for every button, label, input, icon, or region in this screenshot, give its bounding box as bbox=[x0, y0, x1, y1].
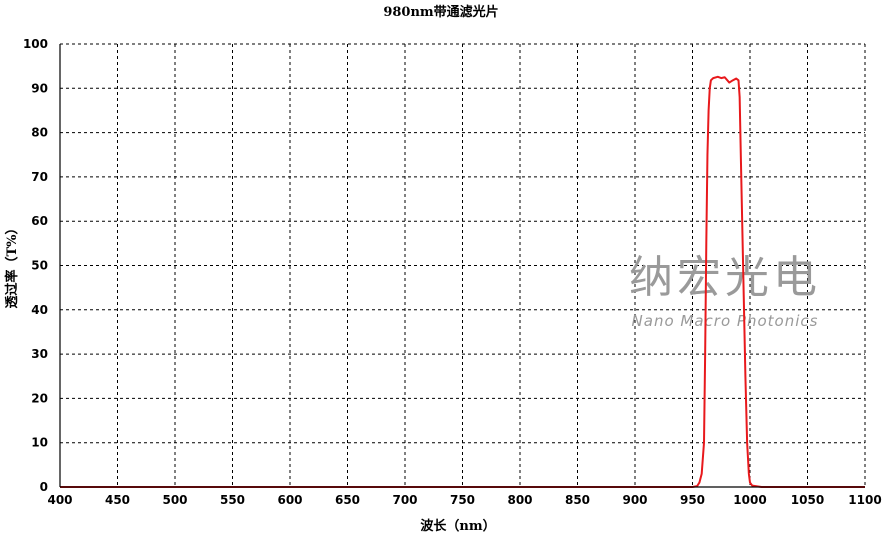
x-tick-label: 900 bbox=[622, 493, 647, 507]
y-tick-label: 70 bbox=[31, 170, 48, 184]
x-tick-label: 650 bbox=[335, 493, 360, 507]
series-line bbox=[60, 75, 865, 488]
x-tick-label: 850 bbox=[565, 493, 590, 507]
y-tick-label: 40 bbox=[31, 303, 48, 317]
x-tick-label: 600 bbox=[277, 493, 302, 507]
x-tick-label: 1000 bbox=[733, 493, 766, 507]
tick-labels: 400 450 500 550 600 650 700 750 800 850 900 950 1000… bbox=[23, 37, 882, 507]
x-tick-label: 800 bbox=[507, 493, 532, 507]
y-tick-label: 0 bbox=[40, 480, 48, 494]
x-tick-label: 950 bbox=[680, 493, 705, 507]
y-tick-label: 10 bbox=[31, 436, 48, 450]
x-axis-label: 波长（nm） bbox=[420, 518, 495, 534]
y-tick-label: 90 bbox=[31, 81, 48, 95]
chart-title: 980nm带通滤光片 bbox=[383, 4, 498, 20]
x-tick-label: 550 bbox=[220, 493, 245, 507]
x-tick-label: 1050 bbox=[791, 493, 824, 507]
x-tick-label: 1100 bbox=[848, 493, 881, 507]
grid bbox=[60, 43, 866, 487]
watermark-cn: 纳宏光电 bbox=[629, 252, 821, 303]
y-axis-label: 透过率（T%） bbox=[4, 221, 20, 308]
y-tick-label: 20 bbox=[31, 391, 48, 405]
y-tick-label: 80 bbox=[31, 126, 48, 140]
x-tick-label: 500 bbox=[162, 493, 187, 507]
x-tick-label: 700 bbox=[392, 493, 417, 507]
watermark-logo: 纳宏光电 Nano Macro Photonics bbox=[629, 252, 821, 330]
y-tick-label: 100 bbox=[23, 37, 48, 51]
watermark-en: Nano Macro Photonics bbox=[632, 312, 819, 330]
y-tick-label: 30 bbox=[31, 347, 48, 361]
x-tick-label: 400 bbox=[47, 493, 72, 507]
y-tick-label: 50 bbox=[31, 259, 48, 273]
x-tick-label: 450 bbox=[105, 493, 130, 507]
y-tick-label: 60 bbox=[31, 214, 48, 228]
x-tick-label: 750 bbox=[450, 493, 475, 507]
